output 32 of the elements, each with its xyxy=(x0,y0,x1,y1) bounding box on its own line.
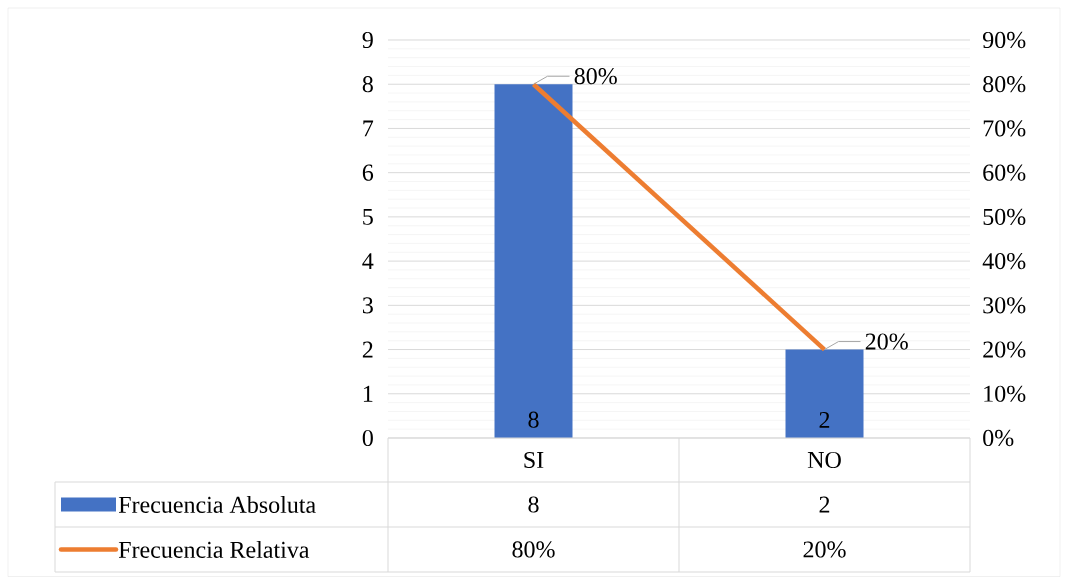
y2-tick-label: 30% xyxy=(983,297,1026,314)
y2-tick-label: 10% xyxy=(984,385,1026,402)
y-tick-label: 6 xyxy=(362,164,374,181)
data-label: 8 xyxy=(528,496,539,513)
y-tick-label: 9 xyxy=(362,31,373,49)
text: 20% xyxy=(865,333,908,350)
text: 2 xyxy=(819,411,830,428)
data-label: 20% xyxy=(803,541,846,558)
legend-label: Frecuencia Relativa xyxy=(118,541,310,558)
y2-tick-label: 70% xyxy=(983,120,1026,137)
y-tick-label: 2 xyxy=(362,341,373,358)
y-tick-label: 3 xyxy=(362,297,373,314)
y-tick-label: 7 xyxy=(363,120,374,137)
data-label: 2 xyxy=(819,496,830,513)
y2-tick-label: 20% xyxy=(983,341,1026,358)
y-tick-label: 5 xyxy=(363,208,373,225)
y-tick-label: 1 xyxy=(363,385,373,402)
y-tick-label: 8 xyxy=(362,76,373,93)
y2-tick-label: 0% xyxy=(983,429,1014,447)
y2-tick-label: 80% xyxy=(983,76,1026,93)
x-tick-label: SI xyxy=(524,451,544,469)
x-tick-label: NO xyxy=(807,451,841,469)
y2-tick-label: 50% xyxy=(983,208,1026,226)
y-tick-label: 0 xyxy=(362,429,373,447)
legend-label: Frecuencia Absoluta xyxy=(118,496,316,513)
y2-tick-label: 90% xyxy=(982,31,1026,49)
text: 80% xyxy=(574,68,617,85)
text: 8 xyxy=(528,411,539,428)
data-label: 80% xyxy=(512,541,555,558)
y2-tick-label: 40% xyxy=(982,252,1026,270)
y2-tick-label: 60% xyxy=(983,164,1026,181)
y-tick-label: 4 xyxy=(362,253,374,270)
